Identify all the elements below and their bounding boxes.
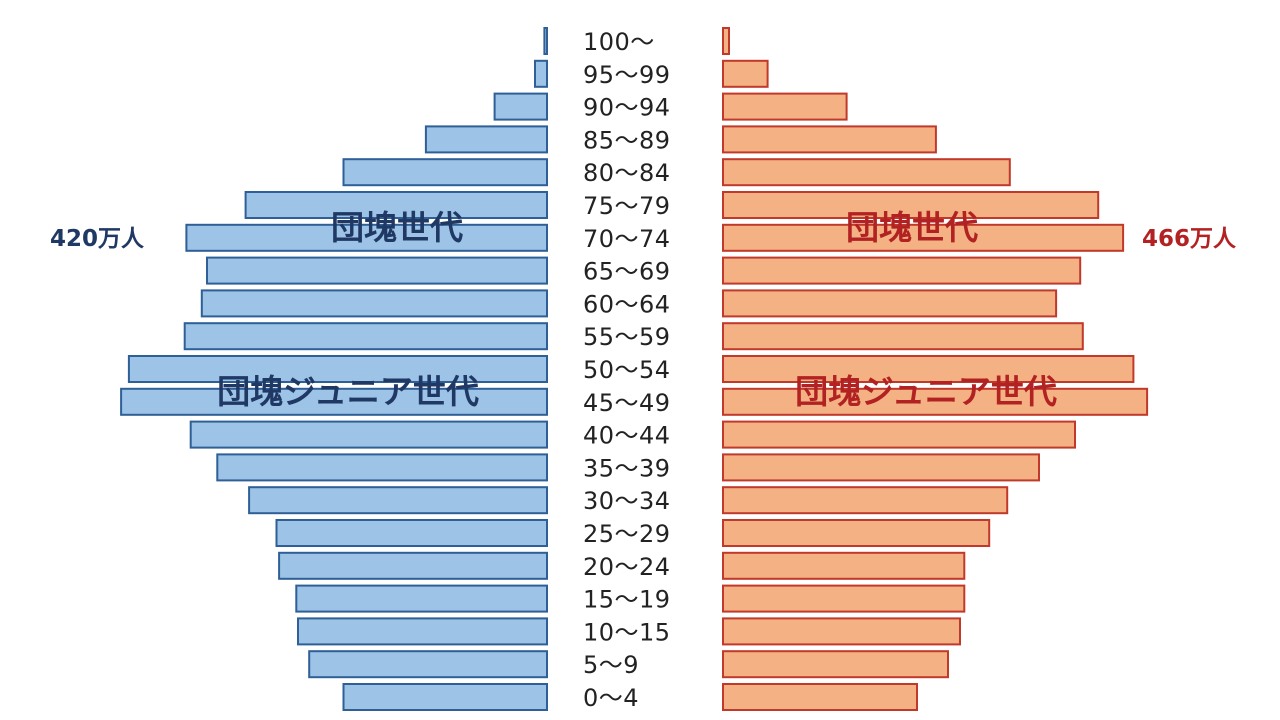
left-dankai-junior-generation-label: 団塊ジュニア世代 [217, 372, 479, 411]
left-bar-80〜84 [342, 158, 548, 187]
age-label-35〜39: 35〜39 [583, 454, 671, 482]
right-bar-90〜94 [722, 92, 848, 121]
right-bar-85〜89 [722, 125, 937, 154]
age-label-25〜29: 25〜29 [583, 520, 671, 548]
left-bars-group [120, 27, 549, 711]
right-bar-95〜99 [722, 59, 769, 88]
age-label-100〜: 100〜 [583, 28, 655, 56]
right-bar-15〜19 [722, 584, 966, 613]
age-label-90〜94: 90〜94 [583, 94, 671, 122]
right-bar-40〜44 [722, 420, 1076, 449]
age-label-95〜99: 95〜99 [583, 61, 671, 89]
age-label-75〜79: 75〜79 [583, 192, 671, 220]
age-label-55〜59: 55〜59 [583, 323, 671, 351]
left-bar-50〜54 [127, 355, 548, 383]
left-bar-35〜39 [216, 453, 549, 482]
right-peak-value-label: 466万人 [1142, 226, 1237, 252]
right-bar-0〜4 [722, 683, 918, 711]
age-label-60〜64: 60〜64 [583, 290, 671, 318]
age-label-0〜4: 0〜4 [583, 684, 639, 712]
left-bar-75〜79 [244, 191, 548, 219]
right-bars-group [722, 27, 1149, 711]
right-bar-45〜49 [722, 387, 1149, 416]
left-bar-10〜15 [297, 617, 548, 646]
right-bar-10〜15 [722, 617, 961, 646]
left-bar-65〜69 [206, 256, 548, 285]
right-bar-25〜29 [722, 519, 991, 547]
right-bar-80〜84 [722, 158, 1011, 187]
age-label-45〜49: 45〜49 [583, 389, 671, 417]
right-bar-75〜79 [722, 191, 1100, 219]
left-bar-85〜89 [424, 125, 548, 154]
age-label-85〜89: 85〜89 [583, 126, 671, 154]
right-bar-30〜34 [722, 486, 1009, 515]
right-bar-5〜9 [722, 650, 949, 679]
left-bar-45〜49 [120, 387, 548, 416]
left-bar-95〜99 [534, 59, 548, 88]
age-label-65〜69: 65〜69 [583, 258, 671, 286]
left-bar-60〜64 [200, 289, 549, 318]
left-dankai-generation-label: 団塊世代 [331, 208, 463, 247]
age-label-40〜44: 40〜44 [583, 422, 671, 450]
right-bar-65〜69 [722, 256, 1082, 285]
right-bar-100〜 [722, 27, 730, 55]
age-label-80〜84: 80〜84 [583, 159, 671, 187]
age-label-20〜24: 20〜24 [583, 553, 671, 581]
left-bar-0〜4 [342, 683, 548, 711]
left-bar-100〜 [543, 27, 549, 55]
age-label-10〜15: 10〜15 [583, 618, 671, 646]
left-bar-55〜59 [183, 322, 548, 351]
right-bar-60〜64 [722, 289, 1058, 318]
right-bar-20〜24 [722, 551, 966, 580]
left-bar-25〜29 [275, 519, 548, 547]
age-label-30〜34: 30〜34 [583, 487, 671, 515]
right-dankai-generation-label: 団塊世代 [846, 208, 978, 247]
left-bar-20〜24 [278, 551, 548, 580]
right-bar-70〜74 [722, 223, 1125, 252]
right-bar-35〜39 [722, 453, 1040, 482]
age-label-50〜54: 50〜54 [583, 356, 671, 384]
right-dankai-junior-generation-label: 団塊ジュニア世代 [795, 372, 1057, 411]
left-bar-15〜19 [295, 584, 548, 613]
age-label-5〜9: 5〜9 [583, 651, 639, 679]
age-label-70〜74: 70〜74 [583, 225, 671, 253]
right-bar-50〜54 [722, 355, 1135, 383]
left-bar-5〜9 [308, 650, 549, 679]
age-label-15〜19: 15〜19 [583, 586, 671, 614]
age-labels-group: 0〜4 5〜9 10〜15 15〜19 20〜24 25〜29 30〜34 35〜39 40〜4… [583, 28, 671, 712]
left-bar-70〜74 [185, 223, 548, 252]
right-bar-55〜59 [722, 322, 1084, 351]
left-bar-40〜44 [189, 420, 548, 449]
left-bar-90〜94 [493, 92, 549, 121]
left-bar-30〜34 [248, 486, 548, 515]
left-peak-value-label: 420万人 [50, 226, 145, 252]
